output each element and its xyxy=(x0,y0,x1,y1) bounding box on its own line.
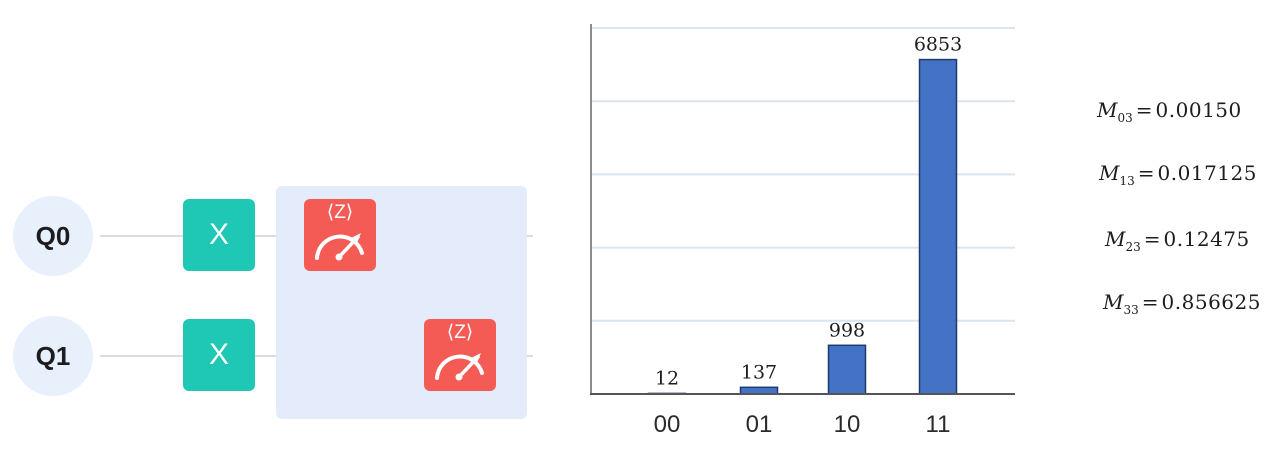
metric-m23-subscript: 23 xyxy=(1125,240,1141,254)
x-gate-q1-label: X xyxy=(208,338,229,371)
metric-m33-equals: = xyxy=(1141,290,1159,314)
x-tick-10: 10 xyxy=(834,411,861,438)
bar-11 xyxy=(918,58,958,395)
metric-m03-subscript: 03 xyxy=(1117,111,1133,125)
metric-m03-value: 0.00150 xyxy=(1155,98,1242,122)
metric-m33-symbol: M xyxy=(1103,290,1124,314)
x-tick-11: 11 xyxy=(926,411,951,438)
data-label-11: 6853 xyxy=(914,34,962,56)
metric-m03-equals: = xyxy=(1135,98,1153,122)
metric-m13-equals: = xyxy=(1137,161,1155,185)
data-label-00: 12 xyxy=(655,367,679,389)
gauge-icon xyxy=(315,233,364,261)
x-gate-q1[interactable]: X xyxy=(183,319,255,391)
measure-basis-q1: ⟨Z⟩ xyxy=(446,322,474,343)
metric-m13-symbol: M xyxy=(1099,161,1120,185)
chart-bars xyxy=(647,58,958,395)
data-label-01: 137 xyxy=(741,361,777,383)
qubit-q0-text: Q0 xyxy=(35,220,71,251)
metric-m03: M03 = 0.00150 xyxy=(1097,98,1242,125)
x-tick-00: 00 xyxy=(654,411,681,438)
metric-m23: M23 = 0.12475 xyxy=(1105,227,1250,254)
bar-01 xyxy=(739,386,779,395)
qubit-q1-text: Q1 xyxy=(35,340,71,371)
x-gate-q0[interactable]: X xyxy=(183,199,255,271)
measure-gate-q0[interactable]: ⟨Z⟩ xyxy=(304,199,376,271)
qubit-q0-label[interactable]: Q0 xyxy=(13,196,93,276)
chart-labels: 12 00 137 01 998 10 6853 11 xyxy=(654,34,963,438)
metric-m33: M33 = 0.856625 xyxy=(1103,290,1261,317)
metric-m13: M13 = 0.017125 xyxy=(1099,161,1257,188)
metric-m13-subscript: 13 xyxy=(1119,174,1135,188)
metric-m33-value: 0.856625 xyxy=(1161,290,1261,314)
x-gate-q0-label: X xyxy=(208,218,229,251)
measure-gate-q1[interactable]: ⟨Z⟩ xyxy=(424,319,496,391)
measure-basis-q0: ⟨Z⟩ xyxy=(326,202,354,223)
metric-m23-symbol: M xyxy=(1105,227,1126,251)
metric-m23-equals: = xyxy=(1143,227,1161,251)
metric-m03-symbol: M xyxy=(1097,98,1118,122)
gauge-icon xyxy=(435,353,484,381)
bar-10 xyxy=(827,344,867,395)
metric-m23-value: 0.12475 xyxy=(1163,227,1250,251)
x-tick-01: 01 xyxy=(746,411,773,438)
metric-m13-value: 0.017125 xyxy=(1157,161,1257,185)
qubit-q1-label[interactable]: Q1 xyxy=(13,316,93,396)
metric-m33-subscript: 33 xyxy=(1123,303,1139,317)
quantum-circuit: Q0 Q1 X X ⟨Z⟩ ⟨Z⟩ xyxy=(0,0,560,451)
measurement-histogram: 12 00 137 01 998 10 6853 11 xyxy=(590,24,1015,438)
data-label-10: 998 xyxy=(829,319,865,341)
